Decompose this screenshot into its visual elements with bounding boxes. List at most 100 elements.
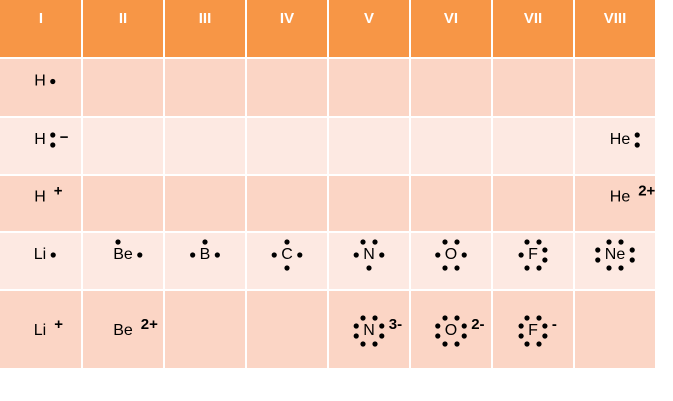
element-symbol: Be xyxy=(113,246,133,263)
electron-dot xyxy=(536,265,542,271)
element-symbol: H xyxy=(34,189,46,206)
ion-charge: + xyxy=(54,182,63,199)
electron-dot xyxy=(435,323,441,329)
element-symbol: N xyxy=(363,322,375,339)
element-symbol: H xyxy=(34,131,46,148)
electron-dot xyxy=(360,239,366,245)
ion-charge: + xyxy=(54,316,63,333)
electron-dot xyxy=(536,315,542,321)
electron-dot xyxy=(435,333,441,339)
electron-dot xyxy=(50,78,56,85)
element-symbol: Li xyxy=(34,322,46,339)
electron-dot xyxy=(202,239,208,245)
electron-dot xyxy=(518,323,524,329)
element-symbol: Be xyxy=(113,322,133,339)
element-symbol: He xyxy=(610,131,631,148)
electron-dot xyxy=(50,142,56,148)
electron-dot xyxy=(606,239,612,245)
electron-dot xyxy=(454,239,460,245)
element-symbol: N xyxy=(363,246,375,263)
element-symbol: C xyxy=(281,246,293,263)
electron-dot xyxy=(518,333,524,339)
electron-dot xyxy=(366,265,372,271)
electron-dot xyxy=(360,315,366,321)
element-symbol: O xyxy=(445,322,457,339)
ion-charge: 3- xyxy=(389,316,402,333)
element-symbol: Li xyxy=(34,246,46,263)
electron-dot xyxy=(442,341,448,347)
electron-dot xyxy=(190,252,196,258)
electron-dot xyxy=(50,132,56,138)
electron-dot xyxy=(442,315,448,321)
column-header: II xyxy=(119,10,127,27)
electron-dot xyxy=(379,333,385,339)
electron-dot xyxy=(618,239,624,245)
element-symbol: F xyxy=(528,246,538,263)
table-background xyxy=(0,0,655,368)
electron-dot xyxy=(297,252,303,258)
ion-charge: − xyxy=(60,129,69,146)
column-header: VI xyxy=(444,10,458,27)
electron-dot xyxy=(353,323,359,329)
ion-charge: 2- xyxy=(471,316,484,333)
electron-dot xyxy=(137,252,143,258)
electron-dot xyxy=(379,252,385,258)
electron-dot xyxy=(595,247,601,253)
electron-dot xyxy=(214,252,220,258)
electron-dot xyxy=(372,315,378,321)
electron-dot xyxy=(454,265,460,271)
column-header: IV xyxy=(280,10,294,27)
electron-dot xyxy=(595,257,601,263)
electron-dot xyxy=(271,252,277,258)
electron-dot xyxy=(634,132,640,138)
electron-dot xyxy=(353,252,359,258)
electron-dot xyxy=(524,265,530,271)
electron-dot xyxy=(542,333,548,339)
electron-dot xyxy=(442,265,448,271)
electron-dot xyxy=(618,265,624,271)
electron-dot xyxy=(536,341,542,347)
element-symbol: H xyxy=(34,73,46,90)
electron-dot xyxy=(379,323,385,329)
electron-dot xyxy=(524,341,530,347)
electron-dot xyxy=(524,239,530,245)
electron-dot xyxy=(461,252,467,258)
electron-dot xyxy=(442,239,448,245)
ion-charge: - xyxy=(552,316,557,333)
element-symbol: O xyxy=(445,246,457,263)
electron-dot xyxy=(372,239,378,245)
column-header: V xyxy=(364,10,374,27)
electron-dot xyxy=(524,315,530,321)
electron-dot xyxy=(542,247,548,253)
element-symbol: B xyxy=(200,246,211,263)
electron-dot xyxy=(115,239,121,245)
electron-dot xyxy=(461,333,467,339)
electron-dot xyxy=(284,239,290,245)
ion-charge: 2+ xyxy=(638,182,655,199)
electron-dot xyxy=(629,247,635,253)
electron-dot xyxy=(542,323,548,329)
column-header: I xyxy=(39,10,43,27)
electron-dot xyxy=(518,252,524,258)
element-symbol: He xyxy=(610,189,631,206)
electron-dot xyxy=(629,257,635,263)
electron-dot xyxy=(360,341,366,347)
electron-dot xyxy=(536,239,542,245)
column-header: VII xyxy=(524,10,542,27)
column-header: VIII xyxy=(604,10,627,27)
electron-dot xyxy=(461,323,467,329)
electron-dot xyxy=(353,333,359,339)
electron-dot xyxy=(454,315,460,321)
electron-dot xyxy=(454,341,460,347)
ion-charge: 2+ xyxy=(141,316,158,333)
electron-dot xyxy=(542,257,548,263)
electron-dot xyxy=(372,341,378,347)
electron-dot xyxy=(284,265,290,271)
column-header: III xyxy=(199,10,212,27)
element-symbol: Ne xyxy=(605,246,626,263)
element-symbol: F xyxy=(528,322,538,339)
electron-dot xyxy=(634,142,640,148)
electron-dot xyxy=(435,252,441,258)
